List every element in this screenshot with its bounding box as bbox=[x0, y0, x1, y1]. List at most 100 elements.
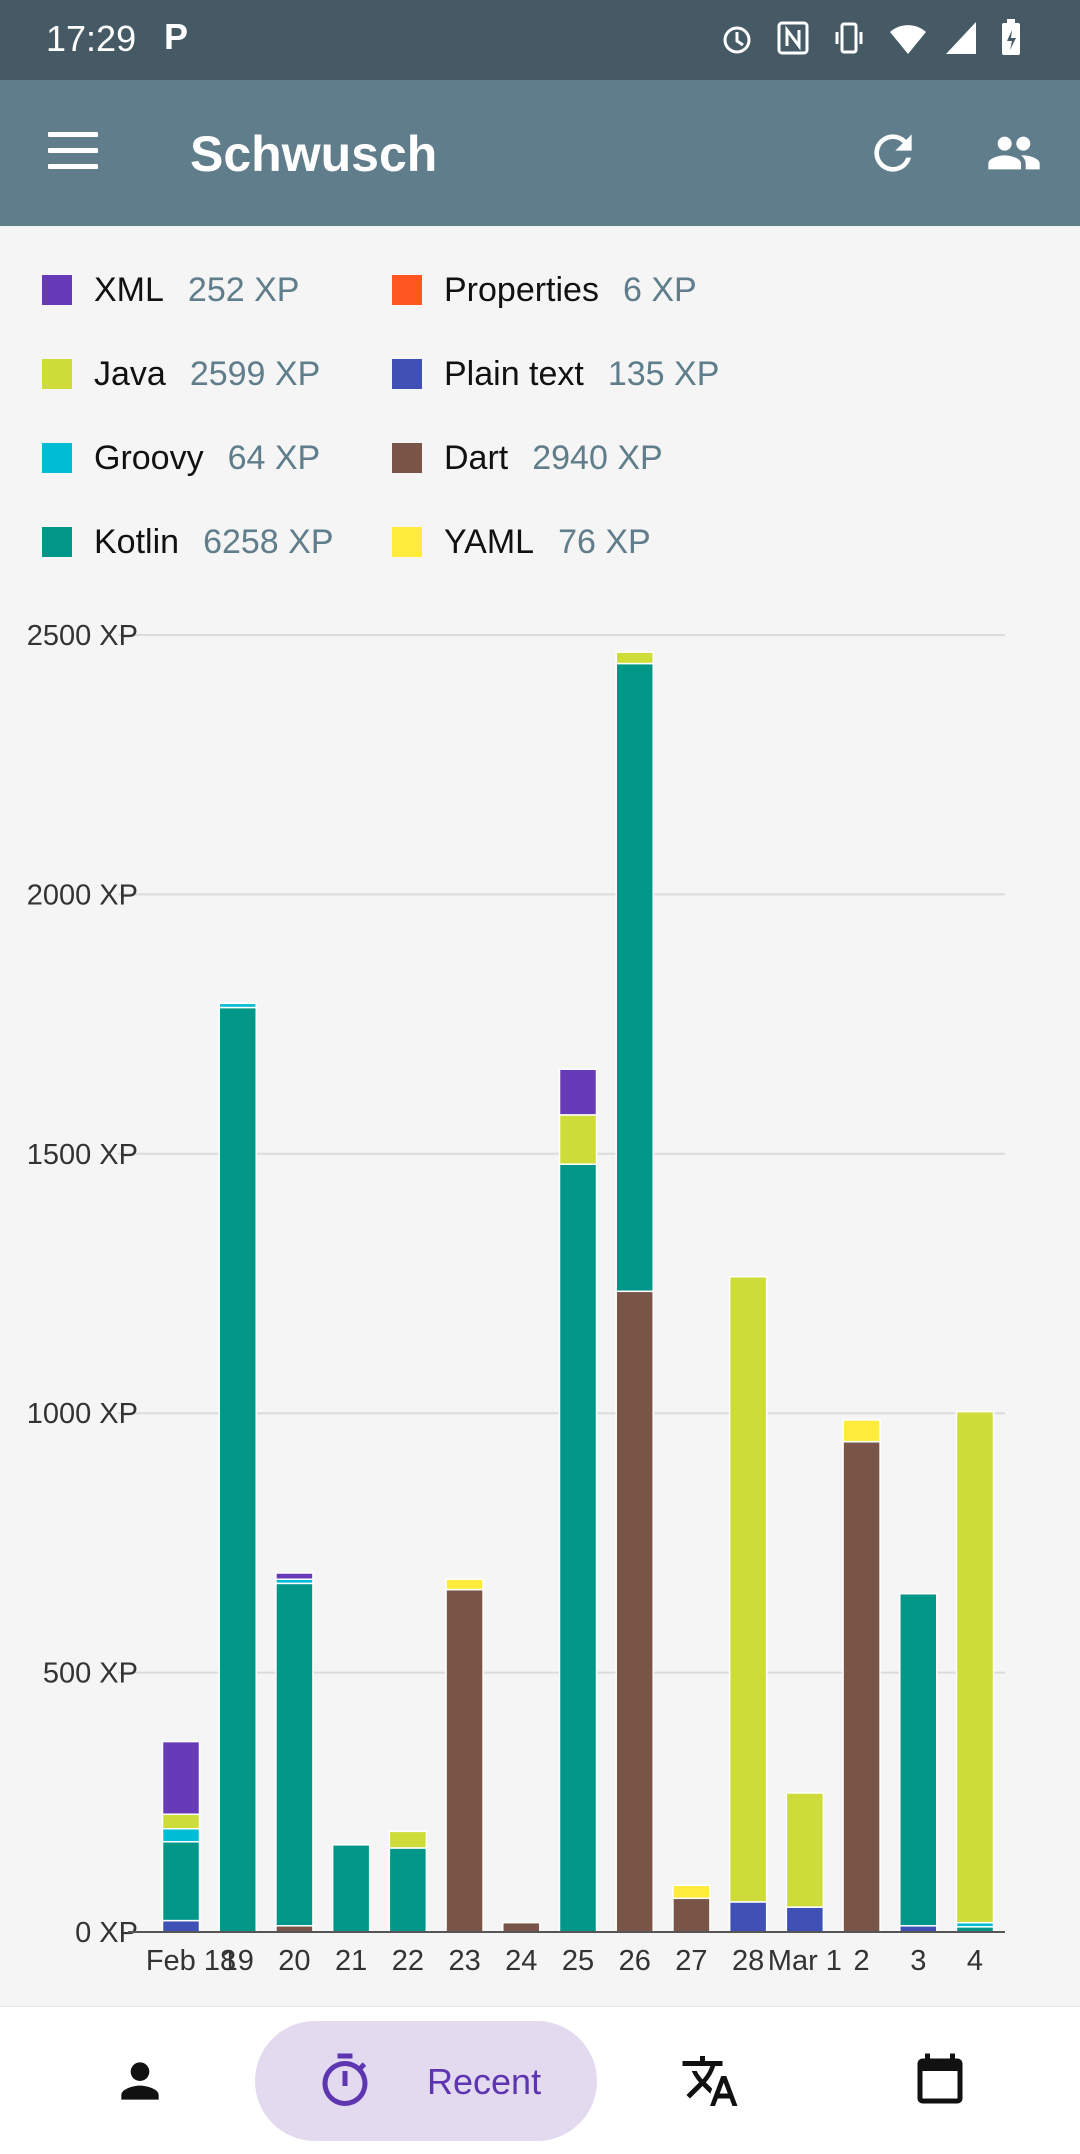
bar-segment bbox=[161, 1840, 201, 1922]
x-tick-label: 27 bbox=[675, 1945, 707, 1977]
bar-segment bbox=[502, 1921, 541, 1933]
bar-segment bbox=[615, 651, 654, 665]
legend-item: Dart 2940 XP bbox=[392, 438, 663, 478]
battery-icon bbox=[1000, 18, 1034, 58]
status-bar: 17:29 P bbox=[0, 0, 1080, 80]
app-bar: Schwusch bbox=[0, 80, 1080, 226]
bar-segment bbox=[728, 1901, 768, 1933]
y-tick-label: 1500 XP bbox=[27, 1139, 138, 1171]
bar-segment bbox=[558, 1114, 598, 1165]
legend-item: Groovy 64 XP bbox=[42, 438, 320, 478]
x-tick-label: 20 bbox=[278, 1945, 310, 1977]
nav-profile[interactable] bbox=[100, 2021, 180, 2141]
bars bbox=[161, 651, 995, 1933]
bar-segment bbox=[275, 1582, 314, 1927]
bar-segment bbox=[161, 1740, 201, 1815]
calendar-icon bbox=[917, 2053, 963, 2104]
legend-swatch bbox=[42, 275, 72, 305]
legend-name: YAML bbox=[444, 522, 535, 561]
y-tick-label: 0 XP bbox=[75, 1917, 138, 1949]
y-axis-ticks: 0 XP 500 XP 1000 XP 1500 XP 2000 XP 2500 XP bbox=[27, 620, 138, 1949]
bar-segment bbox=[161, 1919, 201, 1933]
menu-icon[interactable] bbox=[48, 132, 98, 172]
bar-segment bbox=[388, 1830, 428, 1849]
bar-segment bbox=[445, 1588, 484, 1933]
nav-calendar[interactable] bbox=[900, 2021, 980, 2141]
legend-name: Java bbox=[94, 354, 166, 393]
person-icon bbox=[121, 2062, 159, 2100]
legend-item: XML 252 XP bbox=[42, 270, 299, 310]
wifi-icon bbox=[888, 18, 926, 58]
bar-segment bbox=[218, 1006, 257, 1933]
signal-icon bbox=[944, 18, 978, 58]
bar-segment bbox=[218, 1002, 257, 1009]
parking-flag: P bbox=[164, 16, 189, 57]
x-tick-label: 28 bbox=[732, 1945, 764, 1977]
people-icon[interactable] bbox=[982, 125, 1046, 181]
legend-name: XML bbox=[94, 270, 164, 309]
bar-segment bbox=[275, 1572, 314, 1580]
nav-translate[interactable] bbox=[670, 2021, 750, 2141]
legend-item: Plain text 135 XP bbox=[392, 354, 719, 394]
bar-segment bbox=[728, 1276, 768, 1903]
legend-name: Plain text bbox=[444, 354, 584, 393]
y-tick-label: 2500 XP bbox=[27, 620, 138, 652]
bar-segment bbox=[842, 1440, 881, 1933]
status-time: 17:29 bbox=[46, 18, 137, 59]
y-tick-label: 1000 XP bbox=[27, 1398, 138, 1430]
x-tick-label: 24 bbox=[505, 1945, 537, 1977]
app-title: Schwusch bbox=[190, 126, 438, 182]
nav-recent[interactable]: Recent bbox=[255, 2021, 597, 2141]
bar-segment bbox=[445, 1578, 484, 1591]
legend-xp: 135 XP bbox=[607, 354, 720, 393]
y-tick-label: 2000 XP bbox=[27, 879, 138, 911]
x-tick-label: 2 bbox=[854, 1945, 870, 1977]
bar-segment bbox=[331, 1844, 371, 1933]
legend-name: Dart bbox=[444, 438, 509, 477]
bottom-nav: Recent bbox=[0, 2006, 1080, 2154]
x-tick-label: 22 bbox=[392, 1945, 424, 1977]
bar-segment bbox=[955, 1410, 995, 1924]
refresh-icon[interactable] bbox=[865, 125, 921, 181]
nfc-icon bbox=[776, 18, 810, 58]
bar-segment bbox=[558, 1163, 598, 1933]
legend-item: Kotlin 6258 XP bbox=[42, 522, 334, 562]
legend-xp: 252 XP bbox=[187, 270, 300, 309]
legend-item: Properties 6 XP bbox=[392, 270, 697, 310]
x-tick-label: 25 bbox=[562, 1945, 594, 1977]
bar-segment bbox=[785, 1906, 825, 1933]
translate-icon bbox=[682, 2056, 738, 2106]
bar-segment bbox=[672, 1897, 711, 1933]
x-tick-label: 3 bbox=[910, 1945, 926, 1977]
legend-item: Java 2599 XP bbox=[42, 354, 320, 394]
bar-segment bbox=[388, 1847, 428, 1933]
legend-swatch bbox=[42, 359, 72, 389]
legend-swatch bbox=[392, 527, 422, 557]
x-tick-label: 26 bbox=[619, 1945, 651, 1977]
legend-swatch bbox=[42, 527, 72, 557]
bar-segment bbox=[161, 1828, 201, 1843]
legend: XML 252 XP Properties 6 XP Java 2599 XP … bbox=[0, 226, 1080, 586]
bar-segment bbox=[672, 1884, 711, 1900]
legend-swatch bbox=[392, 275, 422, 305]
x-tick-label: Mar 1 bbox=[768, 1945, 842, 1977]
x-tick-label: 4 bbox=[967, 1945, 983, 1977]
legend-xp: 6 XP bbox=[622, 270, 697, 309]
bar-segment bbox=[558, 1068, 598, 1116]
nav-recent-label: Recent bbox=[427, 2061, 542, 2102]
legend-name: Properties bbox=[444, 270, 599, 309]
y-tick-label: 500 XP bbox=[43, 1658, 138, 1690]
xp-bar-chart: 0 XP 500 XP 1000 XP 1500 XP 2000 XP 2500 XP F… bbox=[27, 620, 1005, 1977]
x-tick-label: 21 bbox=[335, 1945, 367, 1977]
x-tick-label: 19 bbox=[222, 1945, 254, 1977]
legend-xp: 2940 XP bbox=[532, 438, 663, 477]
legend-xp: 2599 XP bbox=[189, 354, 321, 393]
bar-segment bbox=[615, 662, 654, 1293]
status-icons bbox=[720, 18, 1034, 58]
legend-swatch bbox=[392, 359, 422, 389]
stopwatch-icon bbox=[322, 2053, 368, 2106]
legend-item: YAML 76 XP bbox=[392, 522, 651, 562]
vibrate-icon bbox=[832, 18, 866, 58]
x-tick-label: 23 bbox=[448, 1945, 480, 1977]
